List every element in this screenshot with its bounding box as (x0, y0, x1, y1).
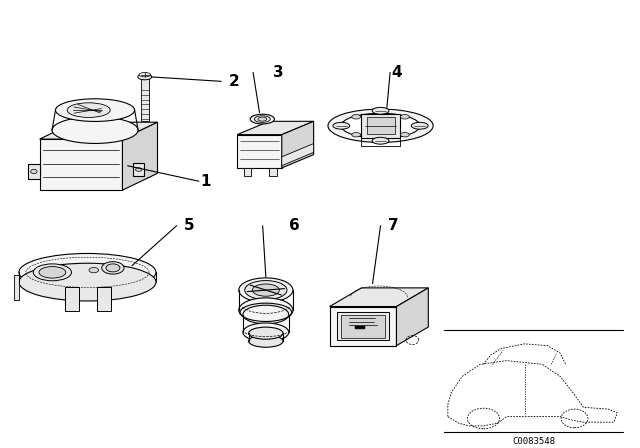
Polygon shape (330, 306, 396, 345)
Ellipse shape (239, 298, 293, 322)
Text: 3: 3 (273, 65, 284, 80)
Ellipse shape (19, 263, 156, 301)
Polygon shape (97, 287, 111, 311)
Polygon shape (65, 287, 79, 311)
Polygon shape (282, 143, 314, 166)
Polygon shape (330, 288, 428, 306)
Ellipse shape (401, 133, 410, 137)
Ellipse shape (244, 280, 287, 300)
Polygon shape (269, 168, 276, 176)
Ellipse shape (56, 99, 134, 121)
Ellipse shape (258, 117, 267, 121)
Ellipse shape (248, 335, 283, 347)
Ellipse shape (67, 103, 110, 117)
Ellipse shape (254, 116, 270, 122)
Ellipse shape (52, 117, 138, 143)
Ellipse shape (138, 74, 152, 80)
Polygon shape (141, 79, 148, 121)
Ellipse shape (136, 168, 142, 171)
Ellipse shape (412, 122, 428, 129)
Polygon shape (133, 163, 145, 176)
Ellipse shape (106, 264, 120, 272)
Polygon shape (362, 113, 399, 138)
Text: 5: 5 (184, 218, 195, 233)
Ellipse shape (328, 109, 433, 142)
Ellipse shape (33, 264, 72, 281)
Ellipse shape (341, 113, 420, 138)
Polygon shape (28, 164, 40, 179)
Ellipse shape (102, 262, 124, 274)
Ellipse shape (352, 115, 361, 119)
Ellipse shape (243, 323, 289, 342)
Ellipse shape (252, 284, 280, 296)
Text: 7: 7 (388, 218, 399, 233)
Polygon shape (337, 312, 389, 340)
Polygon shape (40, 139, 122, 190)
Polygon shape (14, 275, 19, 300)
Ellipse shape (31, 169, 37, 174)
Ellipse shape (19, 254, 156, 291)
Polygon shape (237, 121, 314, 135)
Polygon shape (122, 122, 157, 190)
Polygon shape (341, 314, 385, 338)
Text: 1: 1 (200, 174, 211, 189)
Ellipse shape (243, 305, 289, 324)
Ellipse shape (250, 114, 275, 124)
Ellipse shape (333, 122, 349, 129)
Ellipse shape (39, 267, 66, 278)
Ellipse shape (372, 108, 389, 114)
Ellipse shape (401, 115, 410, 119)
Polygon shape (396, 288, 428, 345)
Ellipse shape (239, 278, 293, 302)
Polygon shape (237, 135, 282, 168)
Ellipse shape (248, 327, 283, 339)
Polygon shape (244, 168, 251, 176)
Ellipse shape (352, 133, 361, 137)
Text: 2: 2 (228, 74, 239, 89)
Polygon shape (355, 326, 365, 329)
Text: 6: 6 (289, 218, 300, 233)
Text: 4: 4 (391, 65, 402, 80)
Text: C0083548: C0083548 (512, 437, 555, 446)
Ellipse shape (372, 138, 389, 144)
Polygon shape (367, 117, 394, 134)
Ellipse shape (89, 267, 99, 273)
Polygon shape (40, 122, 157, 139)
Ellipse shape (139, 73, 150, 77)
Polygon shape (282, 121, 314, 168)
